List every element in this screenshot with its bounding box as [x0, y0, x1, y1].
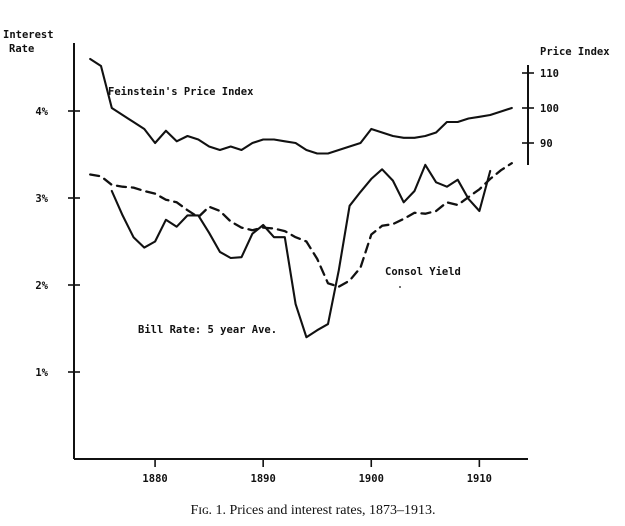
left-tick-label: 4%: [35, 106, 48, 118]
right-axis-title: Price Index: [540, 46, 610, 58]
series-label-consol-yield: Consol Yield: [385, 266, 461, 278]
x-tick-label: 1910: [467, 473, 492, 485]
x-tick-label: 1890: [251, 473, 276, 485]
x-tick-label: 1900: [359, 473, 384, 485]
right-tick-label: 100: [540, 103, 559, 115]
left-axis-title-line2: Rate: [9, 43, 34, 55]
series-layer: [89, 57, 513, 339]
left-tick-label: 3%: [35, 193, 48, 205]
left-axis-title-line1: Interest: [3, 29, 54, 41]
left-axis-ticks: 1% 2% 3% 4%: [35, 106, 80, 379]
right-axis-ticks: 90 100 110: [522, 68, 559, 150]
right-tick-label: 90: [540, 138, 553, 150]
right-tick-label: 110: [540, 68, 559, 80]
figure-caption: Fɪɢ. 1. Prices and interest rates, 1873–…: [190, 503, 435, 518]
series-line-consol-yield: [89, 162, 513, 288]
series-line-bill-rate: [110, 163, 492, 339]
x-axis-ticks: 1880 1890 1900 1910: [142, 459, 492, 485]
x-tick-label: 1880: [142, 473, 167, 485]
stray-dot: [399, 286, 401, 288]
series-label-bill-rate: Bill Rate: 5 year Ave.: [138, 324, 277, 336]
series-label-price-index: Feinstein's Price Index: [108, 86, 254, 98]
left-tick-label: 1%: [35, 367, 48, 379]
series-line-price-index: [89, 57, 513, 155]
left-tick-label: 2%: [35, 280, 48, 292]
